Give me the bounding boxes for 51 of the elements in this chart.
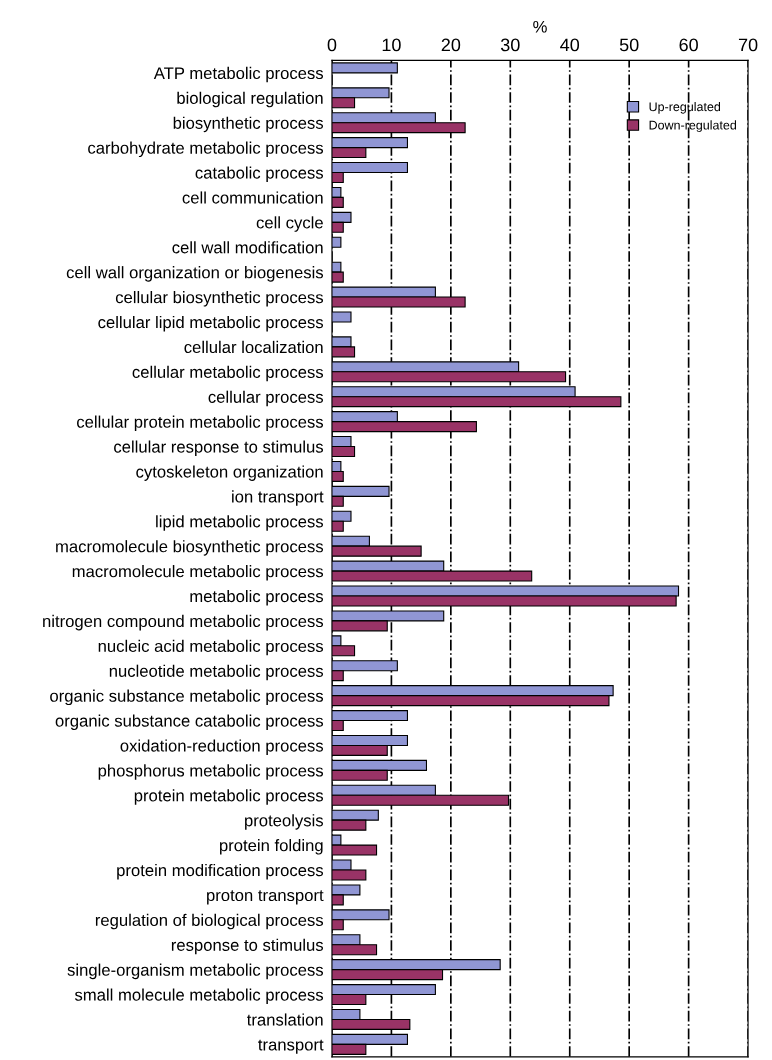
y-tick-label: cell wall modification <box>172 241 323 254</box>
y-tick-label: proton transport <box>207 890 324 905</box>
y-tick-label: cellular metabolic process <box>132 365 324 382</box>
y-tick-label: macromolecule metabolic process <box>72 565 324 581</box>
y-tick-label: cell communication <box>182 191 323 204</box>
y-tick-label: ATP metabolic process <box>153 66 324 83</box>
y-tick-label: cellular protein metabolic process <box>77 415 324 432</box>
x-tick-label: 0 <box>327 38 337 52</box>
y-tick-label: regulation of biological process <box>95 913 324 930</box>
y-tick-label: catabolic process <box>195 166 324 183</box>
y-tick-label: metabolic process <box>190 589 324 606</box>
x-tick-label: 70 <box>738 38 758 52</box>
x-tick-label: 40 <box>560 38 580 52</box>
y-tick-label: nitrogen compound metabolic process <box>43 614 324 631</box>
y-tick-label: cellular biosynthetic process <box>115 291 324 307</box>
y-tick-label: phosphorus metabolic process <box>98 764 324 780</box>
y-tick-label: translation <box>246 1013 323 1026</box>
y-tick-label: cellular process <box>208 390 324 407</box>
legend-label: Up-regulated <box>649 102 721 114</box>
y-tick-label: nucleotide metabolic process <box>109 664 324 681</box>
y-tick-label: cell wall organization or biogenesis <box>66 266 324 282</box>
y-tick-label: cell cycle <box>256 216 323 232</box>
y-tick-label: nucleic acid metabolic process <box>98 639 324 656</box>
x-tick-label: 10 <box>382 38 401 52</box>
y-tick-label: cellular localization <box>184 340 323 354</box>
y-tick-label: oxidation-reduction process <box>120 739 324 755</box>
y-tick-label: biosynthetic process <box>173 116 324 133</box>
x-tick-label: 60 <box>679 38 698 52</box>
y-tick-label: lipid metabolic process <box>156 515 324 531</box>
y-tick-label: ion transport <box>232 490 324 506</box>
y-tick-label: cellular response to stimulus <box>114 440 324 457</box>
y-tick-label: single-organism metabolic process <box>67 963 324 980</box>
x-axis-title: % <box>533 20 547 33</box>
y-tick-label: macromolecule biosynthetic process <box>56 540 324 556</box>
y-tick-label: protein folding <box>220 839 323 855</box>
y-tick-label: proteolysis <box>245 814 324 830</box>
legend-label: Down-regulated <box>649 120 737 132</box>
y-tick-label: transport <box>258 1039 324 1054</box>
y-tick-label: organic substance metabolic process <box>50 689 324 706</box>
y-tick-label: biological regulation <box>177 91 323 108</box>
y-tick-label: protein modification process <box>117 863 324 880</box>
y-tick-label: organic substance catabolic process <box>55 714 324 731</box>
y-tick-label: cytoskeleton organization <box>136 465 323 481</box>
x-tick-label: 30 <box>500 38 520 52</box>
y-tick-label: response to stimulus <box>171 938 324 955</box>
x-tick-label: 20 <box>441 38 461 52</box>
y-tick-label: small molecule metabolic process <box>74 988 324 1005</box>
y-tick-label: carbohydrate metabolic process <box>88 141 324 158</box>
x-tick-label: 50 <box>619 38 639 52</box>
y-tick-label: protein metabolic process <box>134 789 324 805</box>
y-tick-label: cellular lipid metabolic process <box>98 315 324 332</box>
